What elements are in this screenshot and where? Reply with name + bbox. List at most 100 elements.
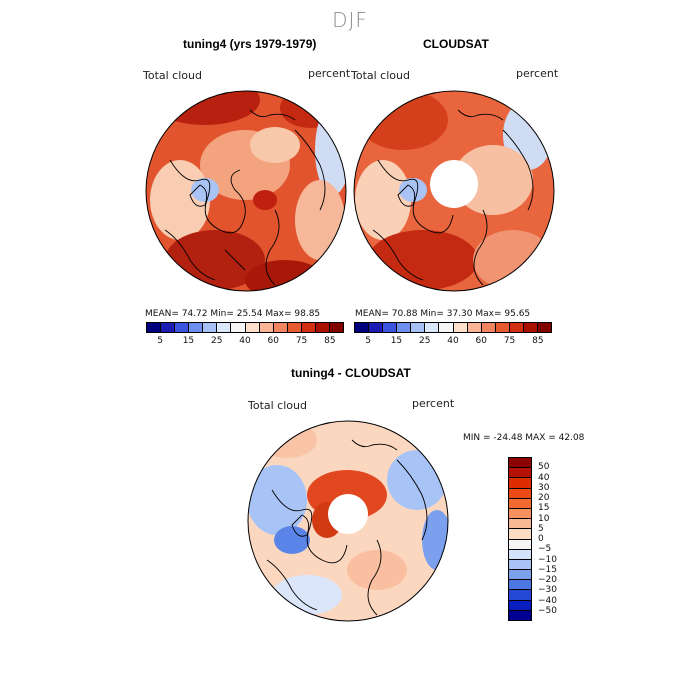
diff-colorbar-swatch xyxy=(509,468,531,479)
model-colorbar-swatch xyxy=(231,323,246,332)
diff-colorbar-swatch xyxy=(509,458,531,469)
model-colorbar-swatch xyxy=(147,323,162,332)
model-variable-label: Total cloud xyxy=(143,69,202,82)
model-colorbar-tick-label: 75 xyxy=(295,336,308,346)
obs-colorbar-tick-label: 40 xyxy=(447,336,459,346)
obs-colorbar-swatch xyxy=(411,323,426,332)
diff-units-label: percent xyxy=(412,397,455,410)
model-colorbar-swatch xyxy=(175,323,190,332)
model-colorbar-swatch xyxy=(259,323,274,332)
model-colorbar-tick-label: 40 xyxy=(239,336,251,346)
diff-colorbar-tick-label: −20 xyxy=(538,575,557,585)
obs-colorbar-swatch xyxy=(495,323,510,332)
diff-colorbar-tick-label: 50 xyxy=(538,462,550,473)
model-colorbar-tick-label: 25 xyxy=(210,336,223,346)
model-panel-title: tuning4 (yrs 1979-1979) xyxy=(183,37,317,51)
model-coastlines xyxy=(164,109,326,286)
obs-colorbar-swatch xyxy=(538,323,552,332)
model-units-label: percent xyxy=(308,67,351,80)
diff-colorbar-tick-label: 20 xyxy=(538,493,550,503)
diff-colorbar-tick-label: −30 xyxy=(538,585,557,596)
diff-colorbar-tick-label: 0 xyxy=(538,534,544,544)
season-title: DJF xyxy=(332,8,368,32)
model-colorbar-tick-label: 5 xyxy=(157,336,164,346)
obs-colorbar-tick-label: 75 xyxy=(503,336,516,346)
diff-colorbar-tick-label: 30 xyxy=(538,482,550,493)
obs-colorbar-swatch xyxy=(425,323,440,332)
obs-colorbar-swatch xyxy=(369,323,384,332)
obs-missing-data-hole xyxy=(430,160,478,208)
model-colorbar-swatch xyxy=(287,323,302,332)
diff-colorbar-tick-label: −5 xyxy=(538,544,552,555)
model-colorbar-swatch xyxy=(189,323,204,332)
diff-variable-label: Total cloud xyxy=(248,399,307,412)
obs-panel-title: CLOUDSAT xyxy=(423,37,489,51)
model-colorbar-swatch xyxy=(203,323,218,332)
diff-colorbar-swatch xyxy=(509,478,531,489)
diff-colorbar-swatch xyxy=(509,488,531,499)
obs-stats: MEAN= 70.88 Min= 37.30 Max= 95.65 xyxy=(355,309,531,319)
diff-colorbar-swatch xyxy=(509,600,531,611)
diff-colorbar-tick-label: −50 xyxy=(538,605,557,616)
obs-colorbar-tick-label: 60 xyxy=(475,336,488,346)
diff-minmax: MIN = -24.48 MAX = 42.08 xyxy=(463,433,585,443)
obs-units-label: percent xyxy=(516,67,559,80)
diff-colorbar-swatch xyxy=(509,508,531,520)
diff-coastlines xyxy=(266,439,428,616)
diff-colorbar-swatch xyxy=(509,559,531,571)
obs-colorbar-swatch xyxy=(481,323,496,332)
diff-missing-data-hole xyxy=(328,494,368,534)
diff-colorbar-tick-label: 10 xyxy=(538,513,550,524)
diff-colorbar-swatch xyxy=(509,519,531,530)
diff-colorbar-tick-label: −10 xyxy=(538,554,557,565)
obs-colorbar-tick-label: 25 xyxy=(418,336,431,346)
model-colorbar-swatches xyxy=(146,322,344,333)
obs-colorbar-tick-label: 5 xyxy=(365,336,372,346)
diff-colorbar-swatch xyxy=(509,570,531,581)
obs-colorbar-swatch xyxy=(439,323,454,332)
obs-polar-map xyxy=(353,90,555,292)
obs-colorbar: 5 15 25 40 60 75 85 xyxy=(354,322,552,346)
diff-colorbar-swatch xyxy=(509,498,531,509)
diff-colorbar-swatch xyxy=(509,580,531,591)
diff-colorbar-swatch xyxy=(509,590,531,601)
obs-variable-label: Total cloud xyxy=(351,69,410,82)
diff-colorbar-swatch xyxy=(509,529,531,540)
model-colorbar-swatch xyxy=(301,323,316,332)
diff-colorbar-swatches xyxy=(508,457,532,621)
obs-coastlines xyxy=(372,109,534,286)
diff-colorbar: 50 40 30 20 15 10 5 0 −5 −10 −15 −20 −30 −40 −50 xyxy=(508,457,557,621)
model-colorbar-swatch xyxy=(161,323,176,332)
obs-colorbar-tick-label: 15 xyxy=(390,336,403,346)
model-colorbar-tick-label: 85 xyxy=(324,336,336,346)
obs-colorbar-tick-label: 85 xyxy=(532,336,544,346)
model-colorbar-swatch xyxy=(273,323,288,332)
diff-colorbar-tick-label: 40 xyxy=(538,472,550,483)
obs-colorbar-swatch xyxy=(523,323,539,332)
diff-colorbar-swatch xyxy=(509,549,531,560)
diff-colorbar-tick-label: −15 xyxy=(538,564,557,575)
diff-colorbar-swatch xyxy=(509,539,531,550)
diff-panel-title: tuning4 - CLOUDSAT xyxy=(291,366,411,380)
diff-colorbar-swatch xyxy=(509,610,531,620)
model-polar-map xyxy=(145,90,347,292)
model-colorbar-swatch xyxy=(245,323,260,332)
diff-colorbar-tick-label: 15 xyxy=(538,503,550,514)
obs-colorbar-swatch xyxy=(383,323,398,332)
obs-colorbar-swatch xyxy=(509,323,524,332)
obs-colorbar-swatch xyxy=(355,323,370,332)
model-colorbar: 5 15 25 40 60 75 85 xyxy=(146,322,344,346)
model-stats: MEAN= 74.72 Min= 25.54 Max= 98.85 xyxy=(145,309,321,319)
diff-colorbar-tick-label: −40 xyxy=(538,595,557,606)
model-colorbar-swatch xyxy=(315,323,331,332)
obs-colorbar-swatch xyxy=(397,323,412,332)
model-colorbar-tick-label: 60 xyxy=(267,336,280,346)
model-colorbar-swatch xyxy=(330,323,344,332)
diff-polar-map xyxy=(247,420,449,622)
obs-colorbar-swatch xyxy=(453,323,468,332)
model-colorbar-swatch xyxy=(217,323,232,332)
obs-colorbar-swatches xyxy=(354,322,552,333)
model-colorbar-tick-label: 15 xyxy=(182,336,195,346)
obs-colorbar-swatch xyxy=(467,323,482,332)
